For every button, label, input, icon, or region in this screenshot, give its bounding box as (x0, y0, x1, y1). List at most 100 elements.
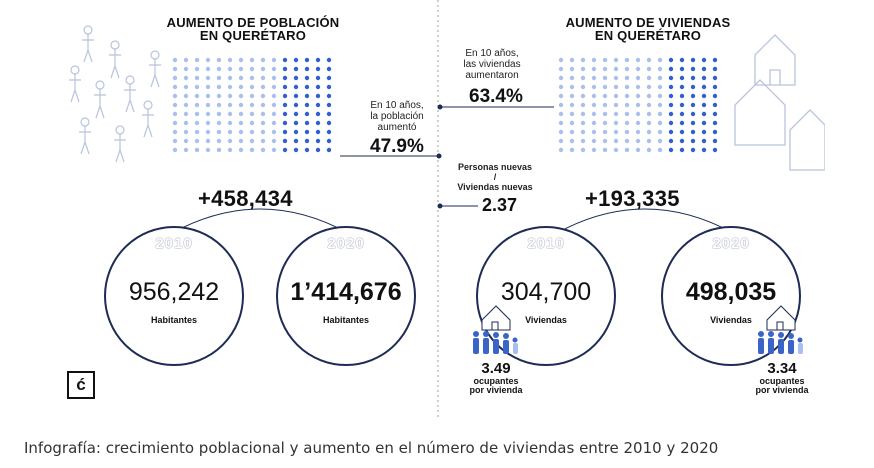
grid-dot (260, 138, 266, 144)
grid-dot (657, 102, 663, 108)
grid-dot (227, 129, 233, 135)
grid-dot (326, 75, 332, 81)
grid-dot (216, 102, 222, 108)
grid-dot (646, 84, 652, 90)
grid-dot (657, 120, 663, 126)
grid-dot (183, 111, 189, 117)
grid-dot (172, 129, 178, 135)
grid-dot (315, 111, 321, 117)
grid-dot (657, 138, 663, 144)
grid-dot (326, 66, 332, 72)
grid-dot (679, 138, 685, 144)
grid-dot (194, 129, 200, 135)
grid-dot (205, 57, 211, 63)
grid-dot (293, 75, 299, 81)
grid-dot (238, 66, 244, 72)
grid-dot (293, 120, 299, 126)
grid-dot (701, 93, 707, 99)
grid-dot (293, 57, 299, 63)
grid-dot (216, 120, 222, 126)
grid-dot (701, 111, 707, 117)
grid-dot (569, 102, 575, 108)
grid-dot (624, 93, 630, 99)
grid-dot (613, 120, 619, 126)
grid-dot (613, 138, 619, 144)
grid-dot (591, 84, 597, 90)
grid-dot (690, 102, 696, 108)
grid-dot (304, 111, 310, 117)
grid-dot (260, 57, 266, 63)
grid-dot (580, 147, 586, 153)
grid-dot (602, 57, 608, 63)
grid-dot (624, 75, 630, 81)
grid-dot (558, 75, 564, 81)
grid-dot (227, 102, 233, 108)
grid-dot (216, 75, 222, 81)
grid-dot (558, 66, 564, 72)
grid-dot (569, 129, 575, 135)
grid-dot (679, 120, 685, 126)
population-2010-value: 956,242 (128, 278, 220, 306)
grid-dot (271, 120, 277, 126)
grid-dot (657, 84, 663, 90)
grid-dot (194, 57, 200, 63)
grid-dot (293, 84, 299, 90)
grid-dot (591, 111, 597, 117)
grid-dot (569, 75, 575, 81)
grid-dot (227, 147, 233, 153)
grid-dot (282, 138, 288, 144)
year-label: 2010 (527, 235, 565, 252)
grid-dot (326, 138, 332, 144)
grid-dot (183, 75, 189, 81)
grid-dot (558, 129, 564, 135)
grid-dot (227, 120, 233, 126)
grid-dot (690, 120, 696, 126)
logo-icon: ć (67, 371, 95, 399)
grid-dot (205, 75, 211, 81)
grid-dot (668, 93, 674, 99)
circle-housing-2010: 2010 304,700 Viviendas (476, 226, 616, 366)
grid-dot (613, 75, 619, 81)
grid-dot (712, 57, 718, 63)
grid-dot (282, 147, 288, 153)
grid-dot (282, 111, 288, 117)
grid-dot (690, 147, 696, 153)
grid-dot (172, 120, 178, 126)
grid-dot (624, 129, 630, 135)
grid-dot (205, 129, 211, 135)
grid-dot (690, 129, 696, 135)
grid-dot (227, 138, 233, 144)
grid-dot (591, 147, 597, 153)
grid-dot (701, 75, 707, 81)
divider (437, 0, 439, 420)
grid-dot (635, 93, 641, 99)
grid-dot (271, 84, 277, 90)
grid-dot (657, 111, 663, 117)
grid-dot (569, 66, 575, 72)
housing-dot-grid (558, 57, 718, 153)
grid-dot (249, 129, 255, 135)
grid-dot (183, 147, 189, 153)
grid-dot (635, 111, 641, 117)
grid-dot (679, 57, 685, 63)
grid-dot (238, 147, 244, 153)
grid-dot (690, 75, 696, 81)
grid-dot (712, 138, 718, 144)
grid-dot (591, 129, 597, 135)
grid-dot (646, 129, 652, 135)
grid-dot (282, 75, 288, 81)
grid-dot (602, 120, 608, 126)
grid-dot (304, 93, 310, 99)
grid-dot (304, 66, 310, 72)
grid-dot (260, 84, 266, 90)
circle-population-2010: 2010 956,242 Habitantes (104, 226, 244, 366)
grid-dot (558, 111, 564, 117)
grid-dot (646, 120, 652, 126)
grid-dot (205, 66, 211, 72)
grid-dot (712, 84, 718, 90)
grid-dot (657, 57, 663, 63)
housing-arc (556, 208, 734, 234)
grid-dot (271, 102, 277, 108)
circle-housing-2020: 2020 498,035 Viviendas (661, 226, 801, 366)
grid-dot (668, 129, 674, 135)
